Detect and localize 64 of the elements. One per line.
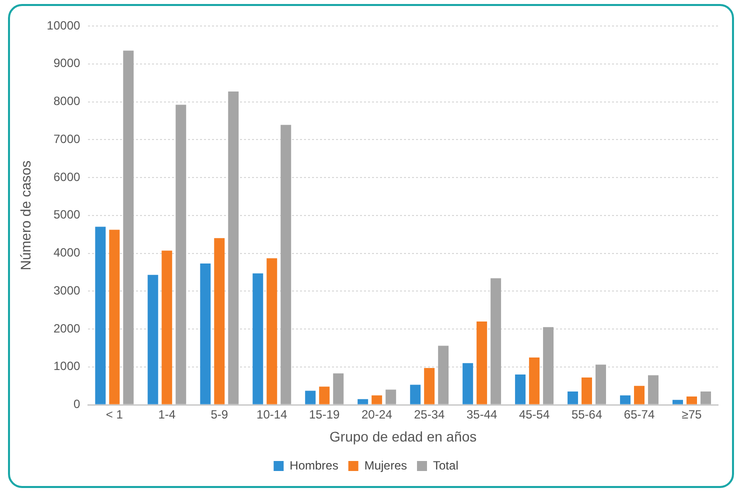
y-tick-label: 3000 [53,283,80,298]
bar [476,321,488,404]
x-tick-label: 25-34 [414,407,445,422]
bar [109,230,120,404]
bar [620,395,631,404]
y-tick-label: 4000 [53,246,80,260]
bar [672,400,684,404]
bar [568,392,578,404]
bar [686,396,698,404]
x-tick-label: 35-44 [466,407,498,422]
y-tick-label: 6000 [53,170,80,184]
y-tick-label: 0 [73,397,80,412]
bar [252,273,264,404]
bar [162,250,172,404]
x-tick-label: 15-19 [309,407,340,422]
bar [228,92,239,404]
bar [634,386,645,404]
bar [372,395,382,404]
bar [490,278,502,404]
bar [529,357,540,404]
y-tick-label: 8000 [53,94,80,108]
x-tick-label: 45-54 [518,407,550,422]
bar [386,390,396,404]
bar [543,327,554,404]
y-axis-title: Número de casos [17,160,34,270]
bar [333,373,344,404]
legend-label: Total [433,458,458,472]
bar [515,374,526,404]
bar [700,392,711,404]
y-tick-label: 1000 [53,359,80,374]
bar [319,386,330,404]
bar [358,399,368,404]
bar [266,258,278,404]
bar [582,378,592,404]
x-tick-label: 20-24 [361,407,393,422]
bar [176,104,186,404]
bar [438,346,449,404]
x-tick-label: ≥75 [682,407,702,422]
bar [95,226,106,404]
y-tick-label: 2000 [53,321,80,336]
y-tick-label: 5000 [53,208,80,222]
y-tick-label: 10000 [46,18,80,32]
bar [648,375,659,404]
bar [123,50,134,404]
x-tick-label: 5-9 [210,407,228,422]
y-tick-label: 9000 [53,56,80,70]
x-tick-label: < 1 [106,407,124,422]
x-tick-label: 1-4 [158,407,176,422]
bar [424,368,435,404]
bar [410,384,421,404]
x-axis-title: Grupo de edad en años [330,428,477,444]
legend-label: Mujeres [364,458,408,472]
x-tick-label: 55-64 [571,407,602,422]
bar [596,364,606,404]
bar [214,238,225,404]
bar [305,390,316,404]
x-tick-label: 65-74 [624,407,655,422]
bar [200,264,211,404]
legend-label: Hombres [290,458,338,472]
bar [462,363,474,404]
x-tick-label: 10-14 [256,407,288,422]
bar [148,274,158,404]
y-tick-label: 7000 [53,132,80,146]
bar [280,124,292,404]
